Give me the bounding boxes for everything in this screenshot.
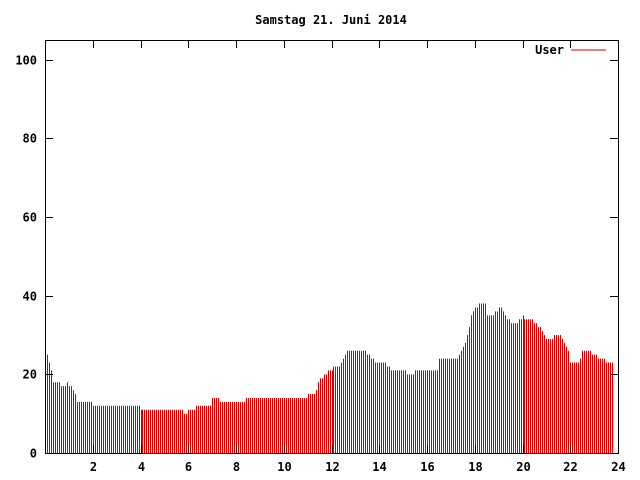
x-tick-label: 20 — [516, 460, 530, 474]
y-tick-label: 20 — [23, 368, 37, 382]
chart-title: Samstag 21. Juni 2014 — [255, 13, 407, 27]
y-tick-label: 100 — [15, 54, 37, 68]
x-tick-label: 8 — [233, 460, 240, 474]
y-tick-label: 60 — [23, 211, 37, 225]
y-tick-label: 80 — [23, 132, 37, 146]
x-tick-label: 4 — [138, 460, 145, 474]
x-tick-label: 6 — [185, 460, 192, 474]
x-tick-label: 22 — [563, 460, 577, 474]
x-tick-label: 16 — [420, 460, 434, 474]
bars-group — [45, 303, 613, 453]
x-tick-label: 18 — [468, 460, 482, 474]
x-tick-label: 24 — [611, 460, 625, 474]
x-tick-label: 12 — [325, 460, 339, 474]
x-tick-label: 10 — [277, 460, 291, 474]
y-tick-label: 40 — [23, 290, 37, 304]
x-tick-label: 2 — [90, 460, 97, 474]
x-tick-label: 14 — [372, 460, 386, 474]
y-tick-label: 0 — [30, 447, 37, 461]
legend: User — [535, 43, 606, 57]
legend-label-user: User — [535, 43, 564, 57]
